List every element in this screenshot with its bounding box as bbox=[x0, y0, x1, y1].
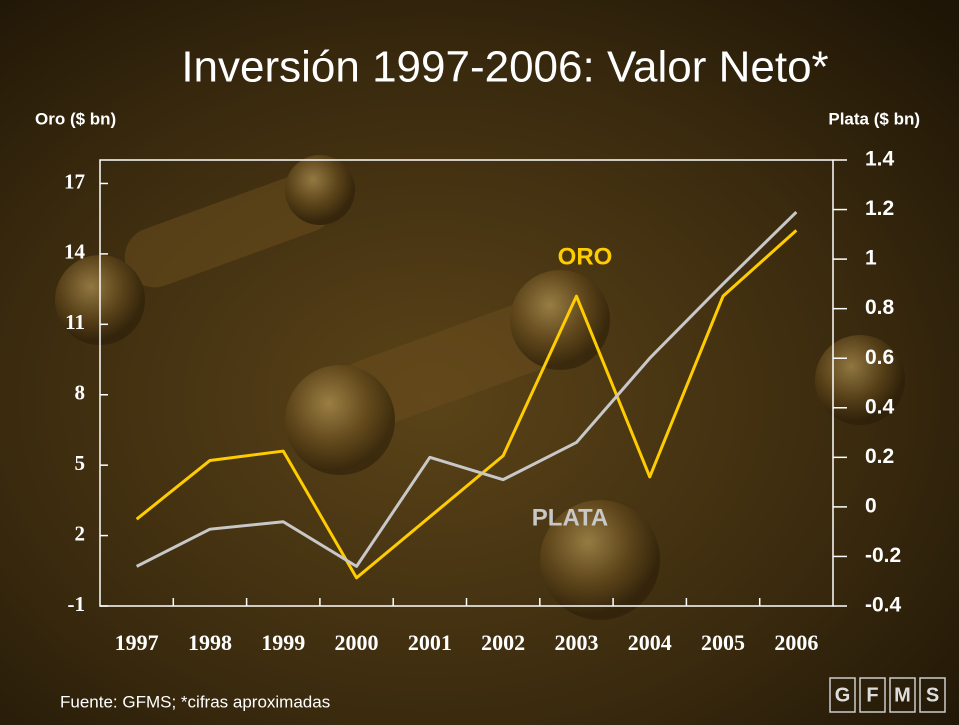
logo-letter: F bbox=[866, 684, 878, 706]
logo-letter: M bbox=[894, 684, 911, 706]
y2-tick-label: -0.2 bbox=[865, 544, 901, 567]
y2-tick-label: 0.2 bbox=[865, 445, 894, 468]
y2-tick-label: 0.8 bbox=[865, 296, 895, 319]
page: Inversión 1997-2006: Valor Neto* Oro ($ … bbox=[0, 0, 959, 725]
y-tick-label: 14 bbox=[64, 240, 86, 264]
y-tick-label: 17 bbox=[64, 169, 85, 193]
y-tick-label: 8 bbox=[75, 381, 86, 405]
x-tick-label: 2003 bbox=[554, 630, 598, 655]
chart: Inversión 1997-2006: Valor Neto* Oro ($ … bbox=[0, 0, 959, 725]
x-tick-label: 1999 bbox=[261, 630, 305, 655]
x-tick-label: 1997 bbox=[115, 630, 159, 655]
y-tick-label: 5 bbox=[75, 451, 86, 475]
y-tick-label: 11 bbox=[65, 310, 85, 334]
y2-tick-label: 1.4 bbox=[865, 148, 895, 171]
chart-title: Inversión 1997-2006: Valor Neto* bbox=[181, 43, 828, 92]
y-tick-label: 2 bbox=[75, 521, 86, 545]
y2-tick-label: 1 bbox=[865, 247, 877, 270]
y2-axis-title: Plata ($ bn) bbox=[828, 109, 920, 128]
x-tick-label: 2006 bbox=[774, 630, 818, 655]
series-label: PLATA bbox=[532, 504, 608, 531]
y-tick-label: -1 bbox=[68, 592, 86, 616]
x-tick-label: 1998 bbox=[188, 630, 232, 655]
y2-tick-label: -0.4 bbox=[865, 594, 902, 617]
logo-letter: G bbox=[835, 684, 851, 706]
y2-tick-label: 0 bbox=[865, 494, 877, 517]
x-tick-label: 2002 bbox=[481, 630, 525, 655]
x-tick-label: 2004 bbox=[628, 630, 672, 655]
y-axis-title: Oro ($ bn) bbox=[35, 109, 116, 128]
x-tick-label: 2005 bbox=[701, 630, 745, 655]
series-label: ORO bbox=[558, 243, 613, 270]
x-tick-label: 2001 bbox=[408, 630, 452, 655]
y2-tick-label: 0.6 bbox=[865, 346, 894, 369]
y2-tick-label: 1.2 bbox=[865, 197, 894, 220]
y2-tick-label: 0.4 bbox=[865, 395, 895, 418]
logo-letter: S bbox=[926, 684, 939, 706]
source-note: Fuente: GFMS; *cifras aproximadas bbox=[60, 692, 330, 711]
x-tick-label: 2000 bbox=[335, 630, 379, 655]
